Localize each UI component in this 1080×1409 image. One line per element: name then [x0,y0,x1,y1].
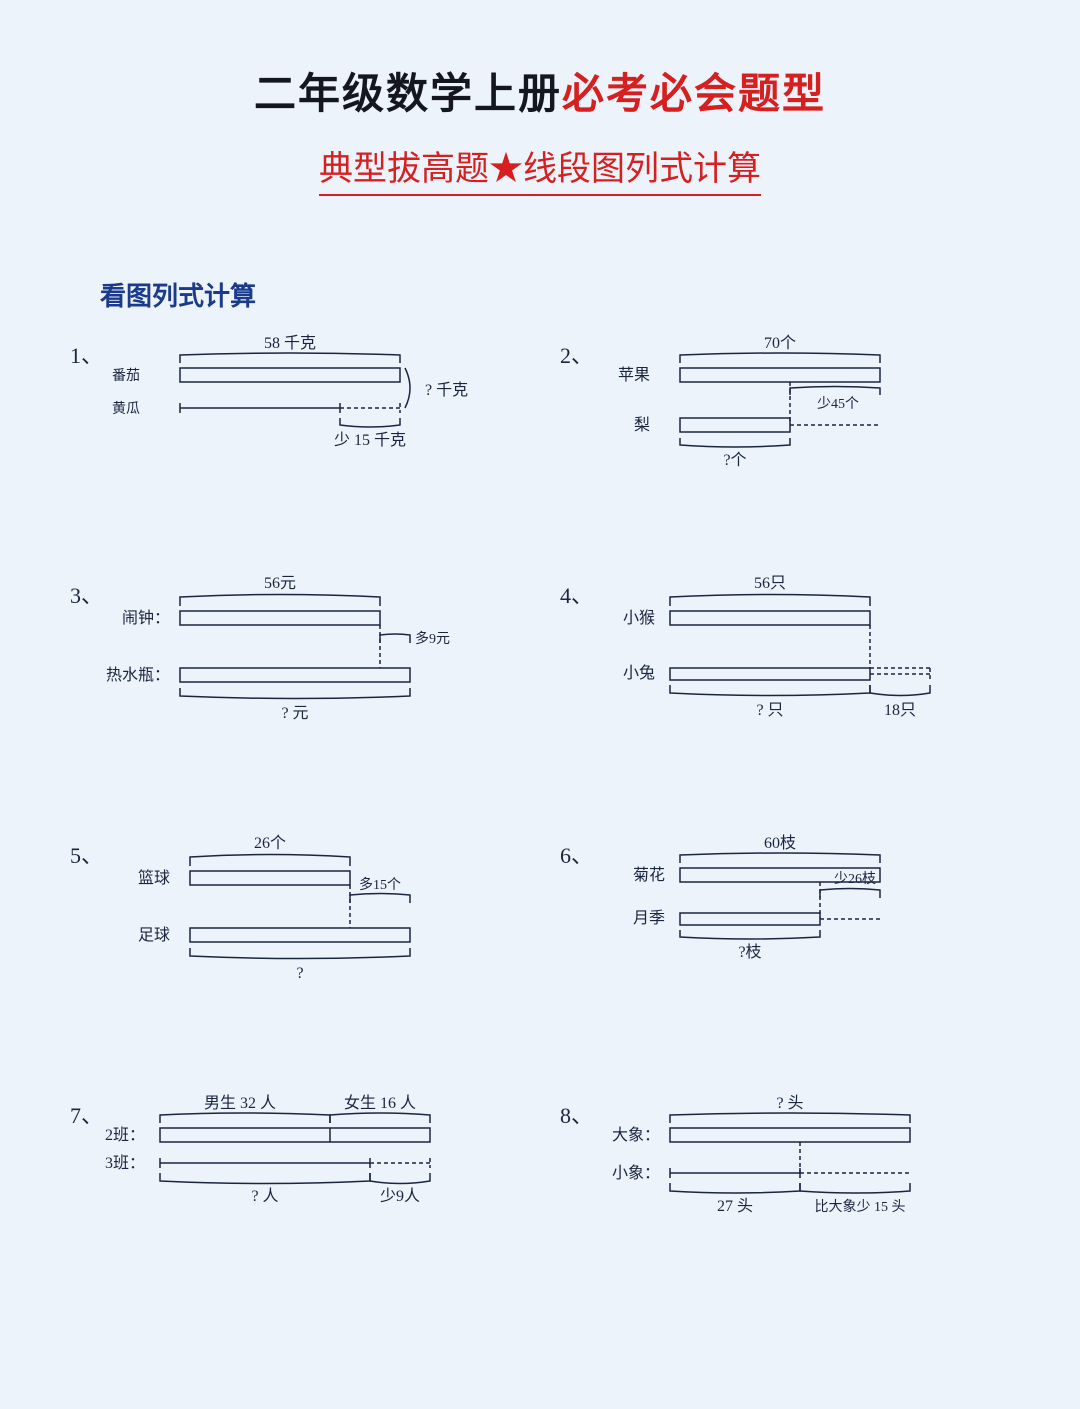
problem-number: 4、 [560,578,593,610]
problem-5: 5、 26个 篮球 多15个 足球 ? [80,833,510,1003]
problem-7: 7、 男生 32 人 女生 16 人 2班： 3班： ? 人 少9人 [80,1093,510,1243]
problem-8: 8、 ? 头 大象： 小象： 27 头 比大象少 15 头 [570,1093,1000,1243]
svg-text:26个: 26个 [254,834,286,852]
svg-text:梨: 梨 [634,416,650,434]
svg-text:? 千克: ? 千克 [425,381,468,399]
problem-4: 4、 56只 小猴 小兔 ? 只 18只 [570,573,1000,743]
svg-text:多15个: 多15个 [359,876,401,893]
svg-text:70个: 70个 [764,334,796,352]
svg-text:番茄: 番茄 [112,367,140,384]
svg-text:18只: 18只 [884,702,916,719]
svg-text:菊花: 菊花 [633,866,665,884]
svg-text:多9元: 多9元 [415,630,450,647]
diagram-6: 60枝 菊花 少26枝 月季 ?枝 [570,833,990,983]
svg-text:闹钟：: 闹钟： [122,609,170,627]
title-red: 必考必会题型 [562,70,826,117]
svg-text:58 千克: 58 千克 [264,334,316,352]
svg-text:月季: 月季 [633,909,665,927]
diagram-3: 56元 闹钟： 多9元 热水瓶： ? 元 [80,573,500,743]
problem-2: 2、 70个 苹果 少45个 梨 ?个 [570,333,1000,483]
diagram-1: 58 千克 番茄 黄瓜 ? 千克 少 15 千克 [80,333,500,483]
svg-text:?枝: ?枝 [738,943,761,961]
svg-text:热水瓶：: 热水瓶： [106,666,170,684]
svg-text:少26枝: 少26枝 [834,871,876,887]
svg-text:2班：: 2班： [105,1126,145,1144]
diagram-7: 男生 32 人 女生 16 人 2班： 3班： ? 人 少9人 [80,1093,500,1243]
svg-text:? 元: ? 元 [281,705,308,722]
problem-number: 1、 [70,338,103,370]
svg-text:篮球: 篮球 [138,869,170,887]
svg-text:女生 16 人: 女生 16 人 [344,1093,416,1112]
svg-text:少9人: 少9人 [380,1187,420,1205]
problem-6: 6、 60枝 菊花 少26枝 月季 ?枝 [570,833,1000,1003]
problem-3: 3、 56元 闹钟： 多9元 热水瓶： ? 元 [80,573,510,743]
svg-text:?个: ?个 [723,451,746,469]
svg-text:56只: 56只 [754,575,786,592]
diagram-5: 26个 篮球 多15个 足球 ? [80,833,500,1003]
svg-text:小象：: 小象： [612,1164,660,1182]
svg-text:小猴: 小猴 [623,609,655,627]
svg-text:56元: 56元 [264,575,296,592]
svg-text:? 人: ? 人 [251,1187,278,1205]
svg-text:?: ? [296,965,303,982]
svg-text:黄瓜: 黄瓜 [112,400,140,417]
subtitle: 典型拔高题★线段图列式计算 [319,141,761,196]
main-title: 二年级数学上册必考必会题型 [80,60,1000,121]
diagram-2: 70个 苹果 少45个 梨 ?个 [570,333,990,483]
diagram-8: ? 头 大象： 小象： 27 头 比大象少 15 头 [570,1093,990,1243]
svg-text:3班：: 3班： [105,1154,145,1172]
problem-grid: 1、 58 千克 番茄 黄瓜 ? 千克 少 15 千克 2、 70个 苹果 少4… [80,333,1000,1243]
problem-number: 5、 [70,838,103,870]
problem-number: 6、 [560,838,593,870]
svg-text:小兔: 小兔 [623,664,655,682]
svg-text:少45个: 少45个 [817,396,859,412]
svg-text:足球: 足球 [138,926,170,944]
svg-text:27 头: 27 头 [717,1197,753,1215]
svg-text:比大象少 15 头: 比大象少 15 头 [815,1199,906,1215]
svg-text:苹果: 苹果 [618,366,650,384]
svg-text:? 只: ? 只 [756,702,783,719]
svg-text:? 头: ? 头 [776,1094,803,1112]
svg-text:男生 32 人: 男生 32 人 [204,1094,276,1112]
problem-number: 3、 [70,578,103,610]
problem-number: 2、 [560,338,593,370]
problem-number: 7、 [70,1098,103,1130]
svg-text:少 15 千克: 少 15 千克 [334,431,406,449]
svg-text:60枝: 60枝 [764,834,796,852]
svg-text:大象：: 大象： [612,1126,660,1144]
title-black: 二年级数学上册 [254,70,562,117]
diagram-4: 56只 小猴 小兔 ? 只 18只 [570,573,990,743]
problem-number: 8、 [560,1098,593,1130]
section-label: 看图列式计算 [100,276,1000,313]
problem-1: 1、 58 千克 番茄 黄瓜 ? 千克 少 15 千克 [80,333,510,483]
